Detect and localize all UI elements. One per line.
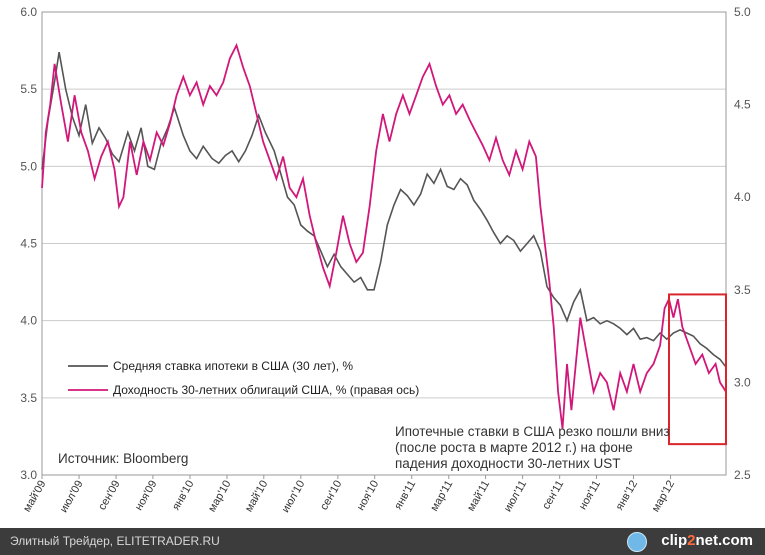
left-tick-label: 3.0	[20, 468, 37, 482]
x-tick-label: май'11	[465, 479, 492, 514]
footer-bar: Элитный Трейдер, ELITETRADER.RU clip2net…	[0, 528, 765, 555]
x-tick-label: июл'11	[502, 479, 529, 515]
x-tick-label: июл'09	[58, 479, 86, 515]
chart-area: 3.0 3.5 4.0 4.5 5.0 5.5 6.0 2.5 3.0 3.5 4.0 4.5 5.0…	[20, 5, 751, 515]
x-tick-label: июл'10	[280, 479, 308, 515]
legend-label-bonds: Доходность 30-летних облигаций США, % (п…	[113, 383, 419, 397]
annotation-line-3: падения доходности 30-летних UST	[395, 456, 621, 471]
highlight-box	[668, 293, 727, 446]
annotation-line-2: (после роста в марте 2012 г.) на фоне	[395, 440, 633, 455]
x-tick-label: ноя'11	[577, 479, 603, 512]
x-tick-label: янв'12	[614, 479, 641, 513]
left-tick-label: 4.0	[20, 314, 37, 328]
brand-part-a: clip	[661, 532, 688, 549]
left-tick-label: 3.5	[20, 391, 37, 405]
right-axis: 2.5 3.0 3.5 4.0 4.5 5.0	[734, 5, 751, 482]
x-axis: май'09 июл'09 сен'09 ноя'09 янв'10 мар'10 май'…	[21, 475, 677, 515]
x-tick-label: май'09	[21, 479, 48, 515]
right-tick-label: 4.5	[734, 98, 751, 112]
globe-icon	[627, 532, 647, 552]
right-tick-label: 3.5	[734, 283, 751, 297]
legend: Средняя ставка ипотеки в США (30 лет), %…	[68, 359, 419, 397]
x-tick-label: ноя'09	[133, 479, 160, 513]
brand-part-c: net.com	[695, 532, 753, 549]
x-tick-label: янв'11	[392, 479, 418, 512]
left-tick-label: 4.5	[20, 237, 37, 251]
annotation-line-1: Ипотечные ставки в США резко пошли вниз	[395, 424, 670, 439]
left-tick-label: 5.5	[20, 82, 37, 96]
right-tick-label: 2.5	[734, 468, 751, 482]
legend-label-mortgage: Средняя ставка ипотеки в США (30 лет), %	[113, 359, 353, 373]
x-tick-label: мар'11	[428, 479, 455, 514]
footer-site-label: Элитный Трейдер, ELITETRADER.RU	[10, 534, 220, 548]
source-note: Источник: Bloomberg	[58, 451, 188, 466]
x-tick-label: янв'10	[170, 479, 197, 513]
plot-frame	[41, 11, 727, 476]
x-tick-label: май'10	[243, 479, 270, 515]
left-tick-label: 6.0	[20, 5, 37, 19]
brand-logo[interactable]: clip2net.com	[661, 532, 753, 549]
series-30y-bond-yield-line	[41, 42, 727, 429]
right-tick-label: 3.0	[734, 375, 751, 389]
x-tick-label: мар'12	[650, 479, 677, 515]
left-axis: 3.0 3.5 4.0 4.5 5.0 5.5 6.0	[20, 5, 37, 482]
x-tick-label: сен'11	[540, 479, 566, 512]
x-tick-label: сен'10	[318, 479, 344, 513]
series-mortgage-rate-line	[41, 51, 727, 368]
annotation: Ипотечные ставки в США резко пошли вниз …	[395, 424, 670, 471]
left-tick-label: 5.0	[20, 159, 37, 173]
x-tick-label: сен'09	[96, 479, 122, 513]
x-tick-label: мар'10	[206, 479, 233, 515]
right-tick-label: 4.0	[734, 190, 751, 204]
right-tick-label: 5.0	[734, 5, 751, 19]
x-tick-label: ноя'10	[355, 479, 382, 513]
brand-part-b: 2	[687, 532, 696, 549]
